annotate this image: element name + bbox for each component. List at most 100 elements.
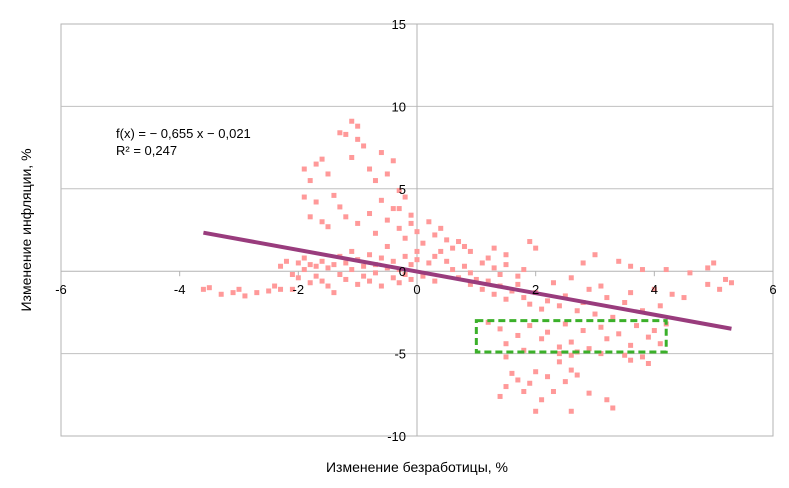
- y-tick-label: 5: [399, 182, 406, 197]
- x-tick-label: -2: [293, 282, 305, 297]
- data-point: [634, 323, 640, 329]
- data-points: [200, 118, 734, 414]
- data-point: [461, 263, 467, 269]
- data-point: [515, 281, 521, 287]
- data-point: [539, 336, 545, 342]
- data-point: [331, 262, 337, 268]
- data-point: [550, 280, 556, 286]
- data-point: [396, 280, 402, 286]
- trendline-equation: f(x) = − 0,655 x − 0,021: [116, 126, 251, 141]
- data-point: [343, 260, 349, 266]
- data-point: [503, 262, 509, 268]
- data-point: [384, 171, 390, 177]
- data-point: [497, 326, 503, 332]
- data-point: [307, 262, 313, 268]
- data-point: [355, 220, 361, 226]
- data-point: [467, 248, 473, 254]
- data-point: [473, 276, 479, 282]
- data-point: [491, 245, 497, 251]
- data-point: [384, 217, 390, 223]
- data-point: [378, 283, 384, 289]
- data-point: [497, 271, 503, 277]
- data-point: [343, 276, 349, 282]
- data-point: [592, 252, 598, 258]
- x-tick-label: 0: [413, 282, 420, 297]
- data-point: [420, 273, 426, 279]
- data-point: [301, 166, 307, 172]
- data-point: [307, 280, 313, 286]
- data-point: [705, 265, 711, 271]
- data-point: [289, 271, 295, 277]
- data-point: [545, 329, 551, 335]
- data-point: [586, 286, 592, 292]
- data-point: [604, 295, 610, 301]
- data-point: [556, 351, 562, 357]
- data-point: [491, 291, 497, 297]
- data-point: [556, 344, 562, 350]
- data-point: [717, 286, 723, 292]
- data-point: [503, 341, 509, 347]
- data-point: [355, 136, 361, 142]
- data-point: [586, 346, 592, 352]
- data-point: [319, 156, 325, 162]
- data-point: [509, 370, 515, 376]
- data-point: [396, 225, 402, 231]
- y-tick-labels: 15 10 5 0 -5 -10: [387, 17, 406, 444]
- data-point: [378, 150, 384, 156]
- data-point: [628, 263, 634, 269]
- data-point: [628, 357, 634, 363]
- data-point: [456, 239, 462, 245]
- data-point: [390, 275, 396, 281]
- data-point: [521, 389, 527, 395]
- data-point: [657, 303, 663, 309]
- data-point: [313, 161, 319, 167]
- data-point: [467, 281, 473, 287]
- x-tick-label: 4: [651, 282, 658, 297]
- data-point: [266, 288, 272, 294]
- data-point: [574, 308, 580, 314]
- data-point: [218, 291, 224, 297]
- data-point: [592, 311, 598, 317]
- data-point: [461, 243, 467, 249]
- trendline-layer: [203, 230, 732, 331]
- data-point: [301, 194, 307, 200]
- data-point: [503, 252, 509, 258]
- data-point: [283, 258, 289, 264]
- data-point: [450, 267, 456, 273]
- data-point: [687, 270, 693, 276]
- data-point: [467, 270, 473, 276]
- data-point: [598, 351, 604, 357]
- data-point: [604, 336, 610, 342]
- trendline: [203, 230, 732, 331]
- data-point: [319, 258, 325, 264]
- data-point: [325, 283, 331, 289]
- data-point: [639, 354, 645, 360]
- data-point: [343, 131, 349, 137]
- data-point: [628, 290, 634, 296]
- x-tick-label: -4: [174, 282, 186, 297]
- data-point: [408, 212, 414, 218]
- data-point: [515, 377, 521, 383]
- data-point: [343, 214, 349, 220]
- data-point: [568, 275, 574, 281]
- data-point: [408, 262, 414, 268]
- y-tick-label: 15: [392, 17, 406, 32]
- data-point: [372, 178, 378, 184]
- data-point: [289, 286, 295, 292]
- data-point: [639, 267, 645, 273]
- data-point: [598, 283, 604, 289]
- data-point: [521, 347, 527, 353]
- data-point: [533, 245, 539, 251]
- data-point: [568, 367, 574, 373]
- data-point: [568, 408, 574, 414]
- data-point: [402, 194, 408, 200]
- data-point: [503, 296, 509, 302]
- data-point: [295, 260, 301, 266]
- data-point: [396, 187, 402, 193]
- data-point: [651, 286, 657, 292]
- data-point: [556, 359, 562, 365]
- data-point: [568, 352, 574, 358]
- data-point: [711, 260, 717, 266]
- data-point: [402, 235, 408, 241]
